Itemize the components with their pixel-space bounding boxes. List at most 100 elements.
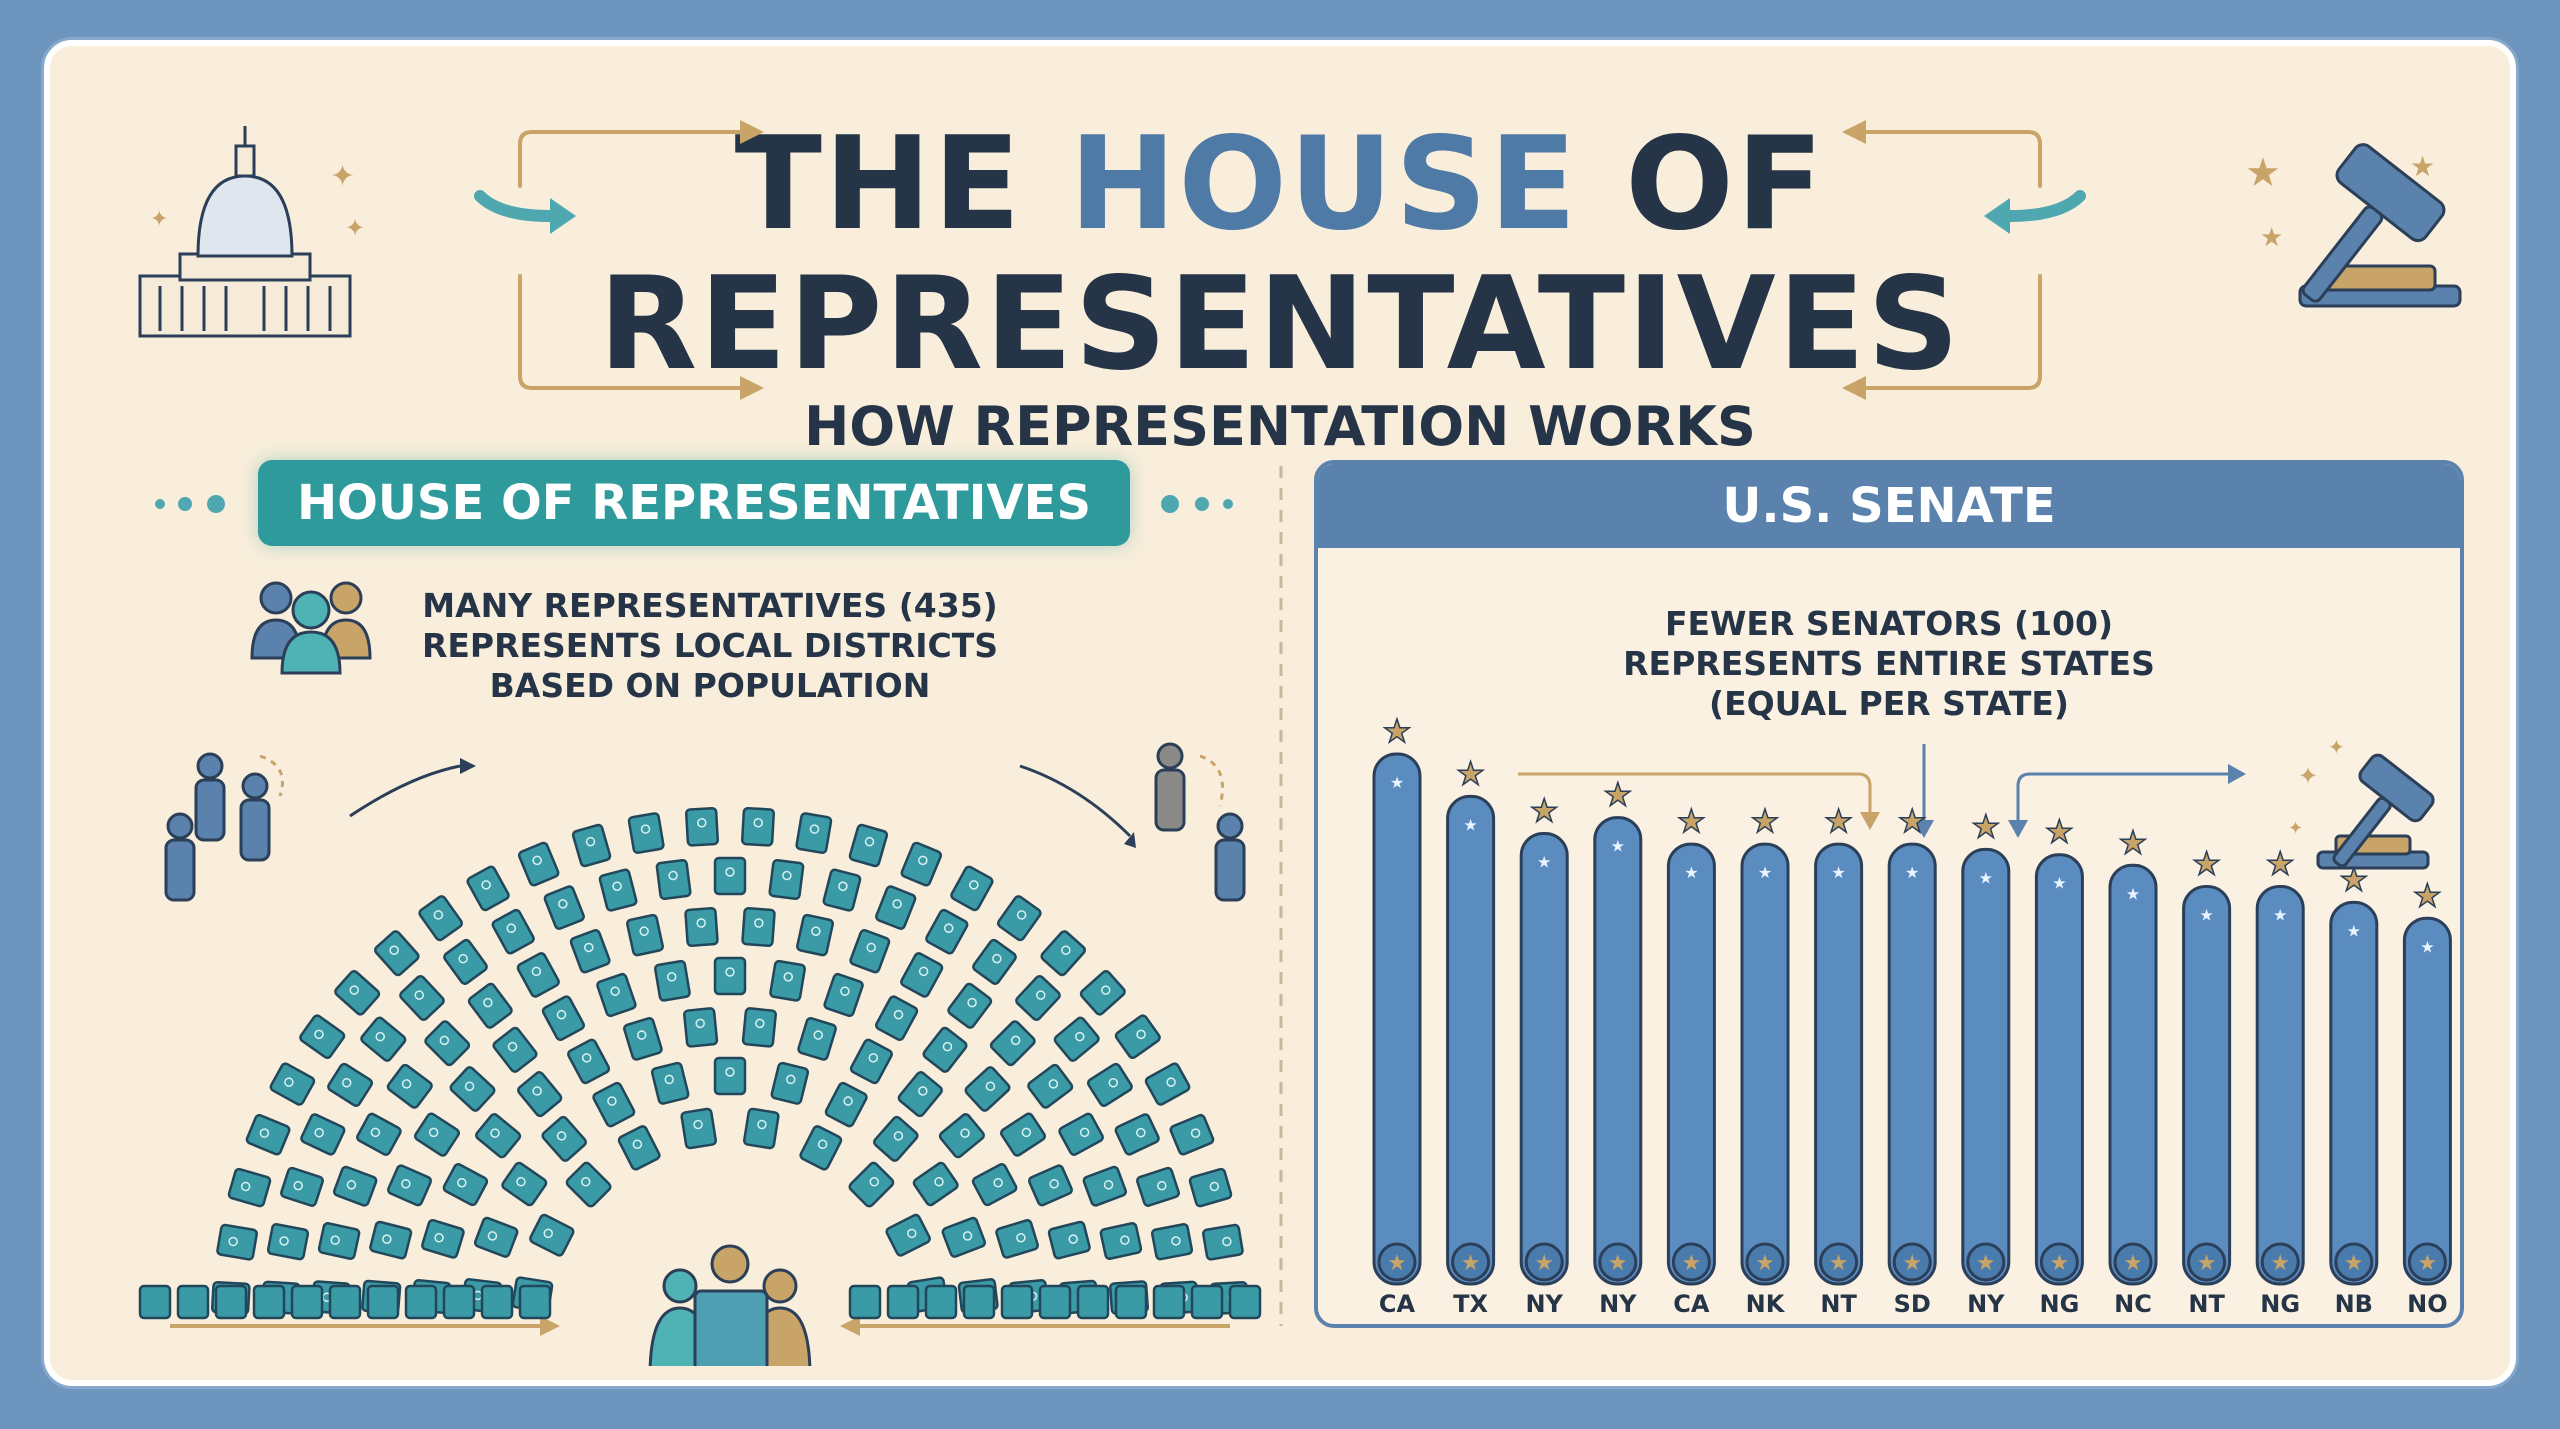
chamber-seat [900,841,943,887]
bar-base-icon [1671,1242,1711,1282]
chamber-seat [518,1284,552,1320]
star-icon: ★ [1979,868,1993,887]
senate-gavel-icon: ✦ ✦ ✦ [2288,735,2435,870]
state-label: NG [2039,1290,2080,1318]
senate-bars: ★ ★ ★ ★ ★ ★ ★ ★ ★ ★ ★ ★ ★ ★ ★ ★ ★ ★ ★ ★ ★ ★ ★ ★ ★ ★ ★ ★ ★ ★ ★ ★ ★ ★ ★ ★ ★ ★ ★ ★… [1372,711,2452,1286]
chamber-seat [1150,1223,1194,1261]
chamber-seat [875,995,919,1041]
chamber-seat [356,1112,402,1156]
chamber-seat [300,1113,346,1156]
senate-bar [1740,842,1790,1286]
chamber-seat [1202,1223,1244,1261]
chamber-seat [227,1167,272,1208]
chamber-seat [849,1038,893,1085]
title-arrows-decoration [474,120,2086,400]
chamber-seat [517,841,560,887]
star-icon: ★ [1456,754,1485,792]
star-icon: ★ [1603,776,1632,814]
chamber-seat [769,959,807,1002]
chamber-seat [334,970,381,1016]
chamber-seat [626,913,664,957]
star-icon: ★ [1463,815,1477,834]
bar-base-icon [1819,1242,1859,1282]
chamber-seat [924,1284,958,1320]
star-icon: ★ [1461,1251,1481,1276]
star-icon: ★ [1383,712,1412,750]
chamber-seat [875,885,917,930]
chamber-seat [466,865,510,912]
chamber-seat [922,1026,968,1073]
chamber-seat [1152,1284,1186,1320]
chamber-seat [491,908,535,955]
section-divider [1279,466,1283,1326]
chamber-seat [252,1284,286,1320]
bar-base-icon [2187,1242,2227,1282]
senate-bar [1887,842,1937,1286]
page-subtitle: HOW REPRESENTATION WORKS [804,395,1756,458]
chamber-seat [443,938,488,985]
state-label: NG [2260,1290,2301,1318]
chamber-seat [1228,1284,1262,1320]
chamber-seat [950,865,994,912]
chamber-seat [567,1038,611,1085]
state-label: NC [2114,1290,2152,1318]
state-label: NK [1745,1290,1785,1318]
bar-base-icon [2334,1242,2374,1282]
chamber-seat [386,1063,433,1109]
star-icon: ★ [2052,874,2066,893]
chamber-seat [886,1284,920,1320]
chamber-seat [1079,970,1126,1016]
star-icon: ★ [1611,837,1625,856]
state-label: CA [1378,1290,1416,1318]
chamber-seat [1053,1016,1100,1062]
star-icon: ★ [2266,845,2295,883]
chamber-seat [925,908,969,955]
chamber-seat [1047,1220,1091,1260]
chamber-seat [480,1284,514,1320]
chamber-seat [680,1107,718,1150]
chamber-seat [885,1213,931,1257]
chamber-seat [1076,1284,1110,1320]
star-icon: ★ [1905,863,1919,882]
star-icon: ★ [2344,1251,2364,1276]
chamber-seat [1086,1062,1133,1107]
chamber-seat [617,1125,661,1171]
chamber-seat [421,1219,465,1259]
chamber-seat [565,1161,612,1208]
citizens-right-icon [1154,742,1246,902]
chamber-seat [1058,1112,1104,1156]
svg-text:✦: ✦ [2328,735,2345,759]
chamber-seat [492,1026,538,1073]
star-icon: ★ [1530,792,1559,830]
chamber-seat [517,1071,563,1118]
chamber-seat [266,1223,310,1261]
senate-text-line1: FEWER SENATORS (100) [1664,604,2114,643]
bar-base-icon [1451,1242,1491,1282]
title-word-the: THE [734,110,1070,259]
chamber-seat [824,1081,868,1128]
star-icon: ★ [1829,1251,1849,1276]
house-text-line3: BASED ON POPULATION [489,666,931,705]
senate-header: U.S. SENATE [1318,464,2460,548]
chamber-seat [541,1115,587,1162]
senate-bar [1519,832,1569,1286]
svg-text:✦: ✦ [330,159,355,194]
chamber-seat [1038,1284,1072,1320]
senate-bar [2108,863,2158,1286]
star-icon: ★ [1758,863,1772,882]
chamber-seat [796,913,834,957]
chamber-seat [795,812,833,854]
chamber-seat [742,1107,780,1150]
title-word-house: HOUSE [1069,110,1579,259]
chamber-seat [822,868,862,912]
state-label: NB [2334,1290,2373,1318]
state-label: SD [1893,1290,1931,1318]
chamber-seat [176,1284,210,1320]
star-icon: ★ [2270,1251,2290,1276]
star-icon: ★ [1390,773,1404,792]
chamber-seat [280,1166,324,1207]
star-icon: ★ [2197,1251,2217,1276]
chamber-seat [541,995,585,1041]
chamber-seat [529,1213,575,1257]
chamber-seat [442,1284,476,1320]
